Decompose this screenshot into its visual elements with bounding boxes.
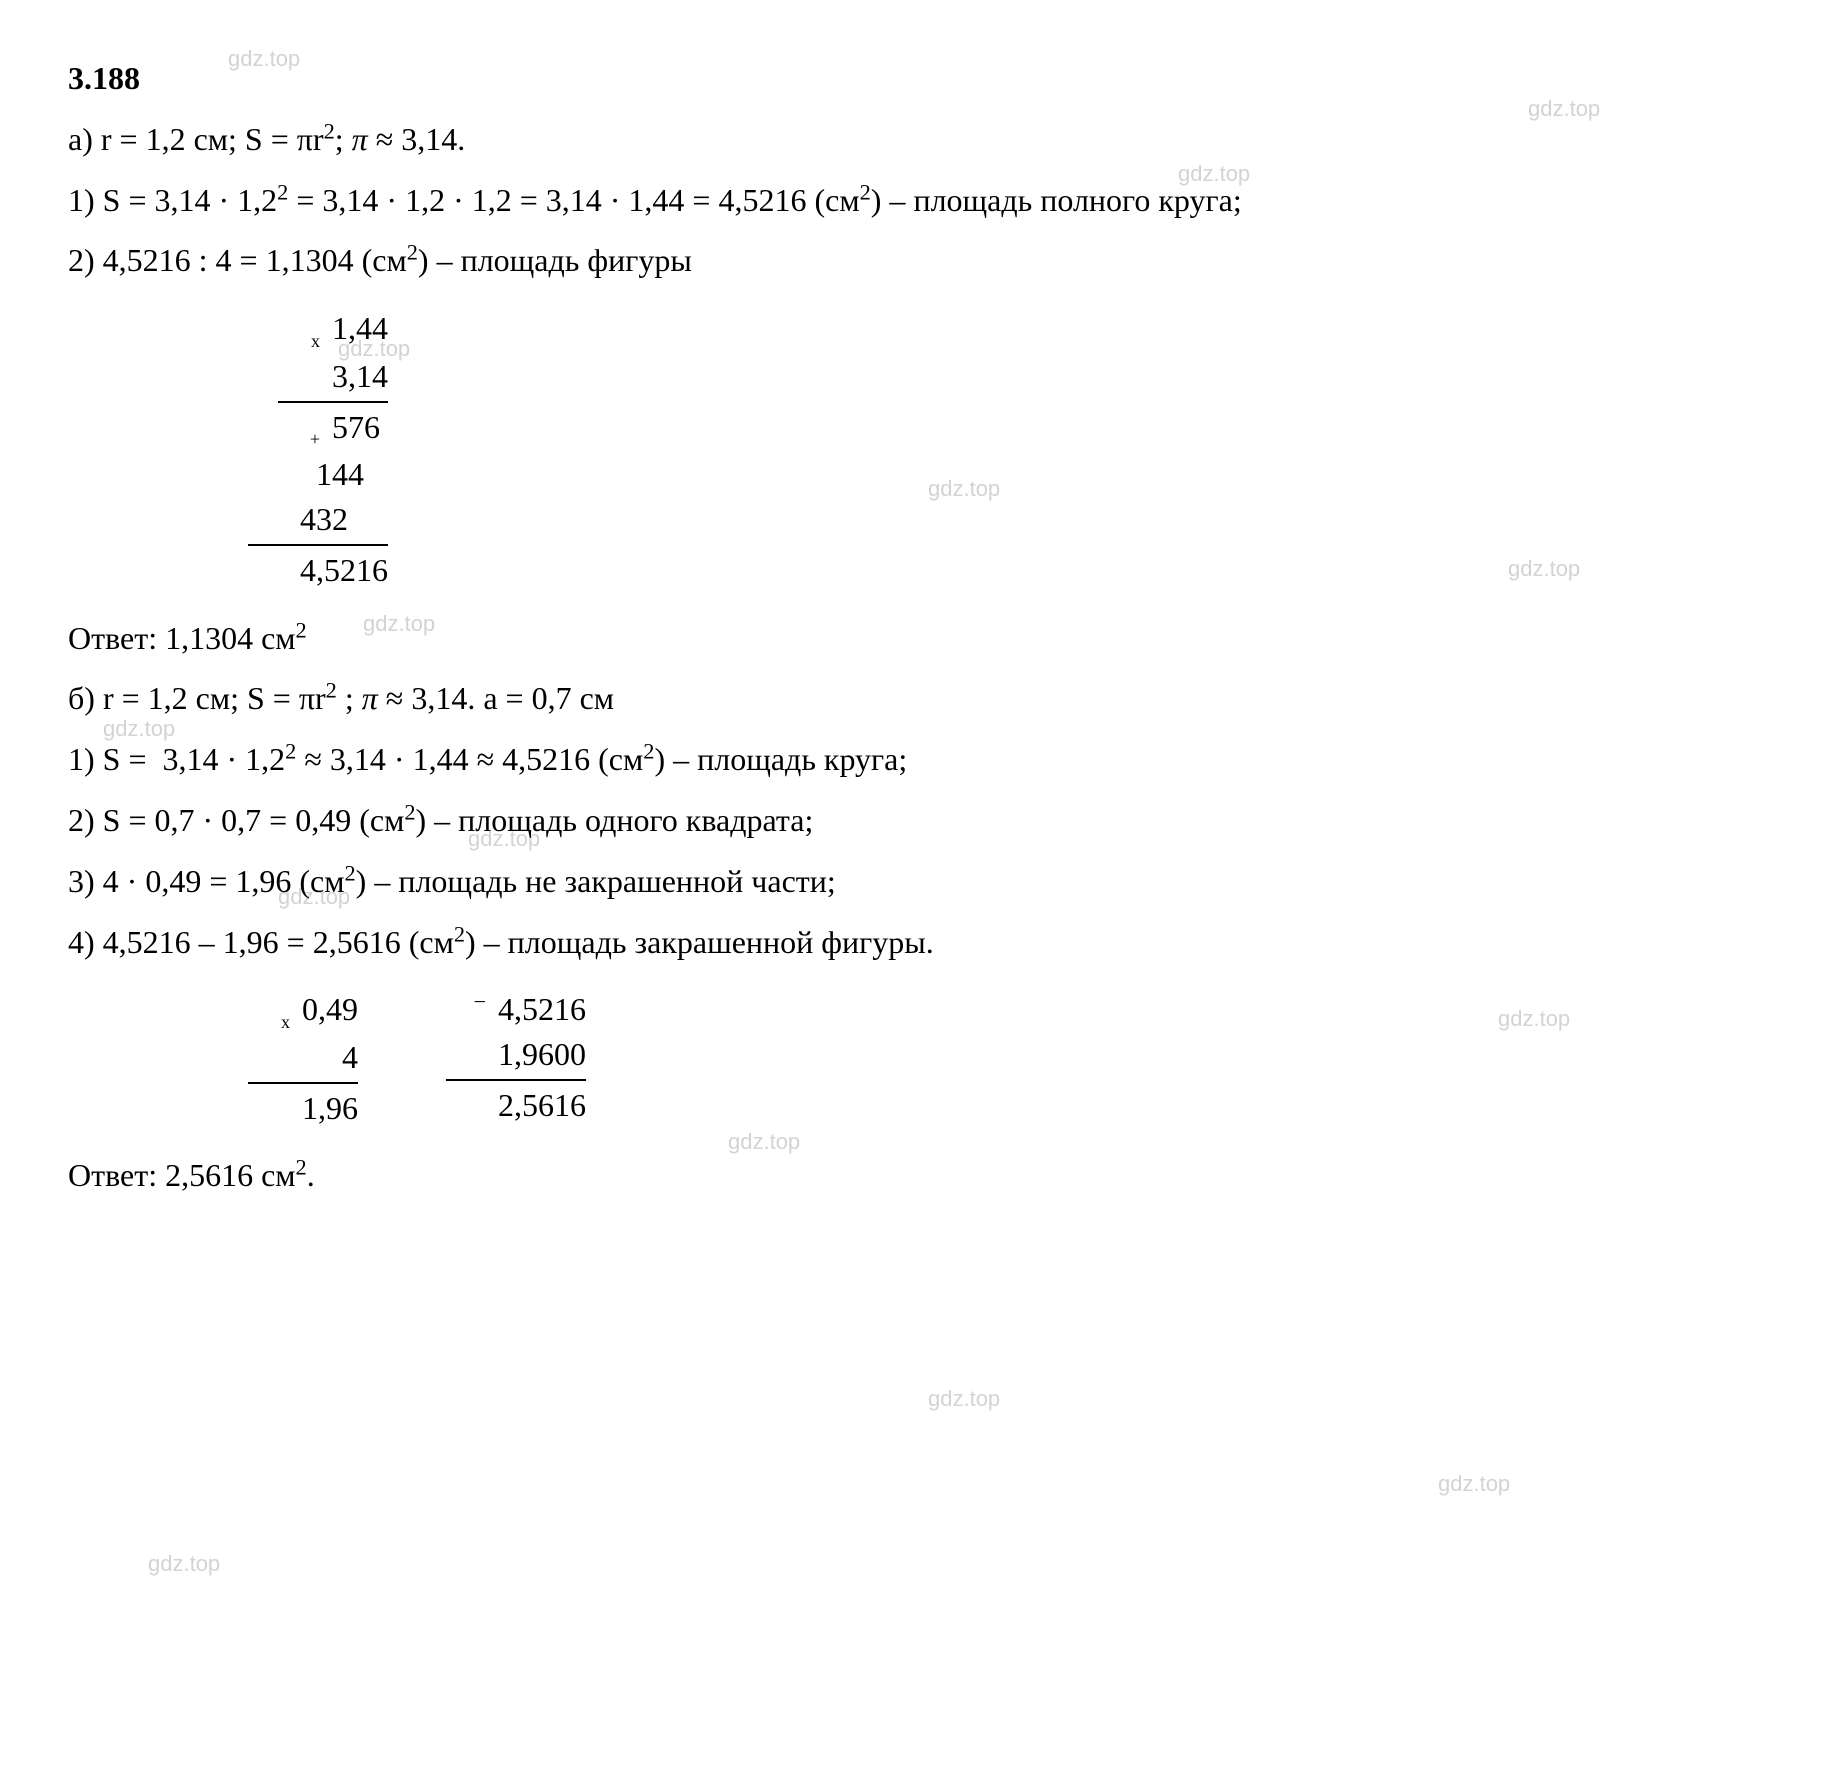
calc-partial2: 144: [316, 456, 364, 492]
part-a-section: а) r = 1,2 см; S = πr2; π ≈ 3,14. 1) S =…: [68, 109, 1755, 669]
calc-operand2: 3,14: [332, 358, 388, 394]
calc-b-sub-result: 2,5616: [498, 1087, 586, 1123]
multiplication-calc-b: х 0,49 4 1,96: [248, 987, 358, 1130]
calc-partial3: 432: [300, 501, 348, 537]
multiplication-calc-a: х 1,44 3,14 + 576 144 432 4,5216: [248, 306, 1755, 592]
part-b-section: б) r = 1,2 см; S = πr2 ; π ≈ 3,14. a = 0…: [68, 668, 1755, 1206]
part-a-answer: Ответ: 1,1304 см2: [68, 608, 1755, 669]
part-b-step2: 2) S = 0,7 · 0,7 = 0,49 (см2) – площадь …: [68, 790, 1755, 851]
part-b-step3: 3) 4 · 0,49 = 1,96 (см2) – площадь не за…: [68, 851, 1755, 912]
calc-b-mult-result: 1,96: [302, 1090, 358, 1126]
part-b-given: б) r = 1,2 см; S = πr2 ; π ≈ 3,14. a = 0…: [68, 668, 1755, 729]
calc-b-mult-op2: 4: [342, 1039, 358, 1075]
calc-b-sub-op1: 4,5216: [498, 991, 586, 1027]
watermark: gdz.top: [1438, 1463, 1510, 1505]
part-a-step1: 1) S = 3,14 · 1,22 = 3,14 · 1,2 · 1,2 = …: [68, 170, 1755, 231]
calc-b-mult-op1: 0,49: [302, 991, 358, 1027]
subtraction-calc-b: − 4,5216 1,9600 2,5616: [446, 987, 586, 1127]
problem-number: 3.188: [68, 48, 1755, 109]
watermark: gdz.top: [148, 1543, 220, 1585]
calc-result: 4,5216: [300, 552, 388, 588]
watermark: gdz.top: [928, 1378, 1000, 1420]
part-a-given: а) r = 1,2 см; S = πr2; π ≈ 3,14.: [68, 109, 1755, 170]
part-b-answer: Ответ: 2,5616 см2.: [68, 1145, 1755, 1206]
calc-b-sub-op2: 1,9600: [498, 1036, 586, 1072]
part-b-step4: 4) 4,5216 – 1,96 = 2,5616 (см2) – площад…: [68, 912, 1755, 973]
calc-partial1: 576: [332, 409, 380, 445]
calc-operand1: 1,44: [332, 310, 388, 346]
part-b-step1: 1) S = 3,14 · 1,22 ≈ 3,14 · 1,44 ≈ 4,521…: [68, 729, 1755, 790]
part-a-step2: 2) 4,5216 : 4 = 1,1304 (см2) – площадь ф…: [68, 230, 1755, 291]
calc-block-b: х 0,49 4 1,96 − 4,5216 1,9600 2,5616: [248, 987, 1755, 1130]
